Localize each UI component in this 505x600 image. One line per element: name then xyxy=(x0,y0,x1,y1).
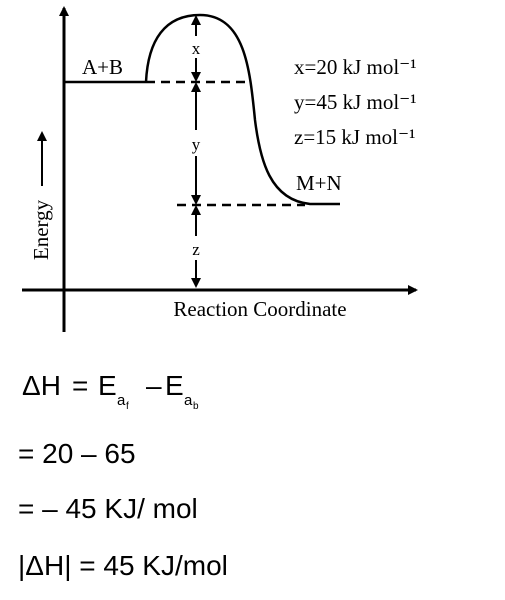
label: A+B xyxy=(82,55,123,79)
eq-part: b xyxy=(193,401,199,412)
value-text: z=15 kJ mol⁻¹ xyxy=(294,125,415,149)
eq-part: E xyxy=(165,370,184,401)
label: x xyxy=(192,39,201,58)
solution-line: |ΔH| = 45 KJ/mol xyxy=(18,550,228,581)
value-text: y=45 kJ mol⁻¹ xyxy=(294,90,417,114)
value-text: x=20 kJ mol⁻¹ xyxy=(294,55,417,79)
eq-part: ΔH xyxy=(22,370,61,401)
eq-part: f xyxy=(126,401,129,412)
label: M+N xyxy=(296,171,342,195)
eq-part: E xyxy=(98,370,117,401)
solution-line: = – 45 KJ/ mol xyxy=(18,493,198,524)
label: y xyxy=(192,135,201,154)
solution-line: = 20 – 65 xyxy=(18,438,136,469)
energy-curve xyxy=(144,13,340,206)
eq-part: = xyxy=(72,370,88,401)
axis-label: Energy xyxy=(29,199,53,260)
equation: ΔH = E a f – E a b xyxy=(22,370,199,412)
eq-part: a xyxy=(184,392,193,409)
label: z xyxy=(192,240,200,259)
axis-label: Reaction Coordinate xyxy=(173,297,346,321)
eq-part: a xyxy=(117,392,126,409)
eq-part: – xyxy=(146,370,162,401)
